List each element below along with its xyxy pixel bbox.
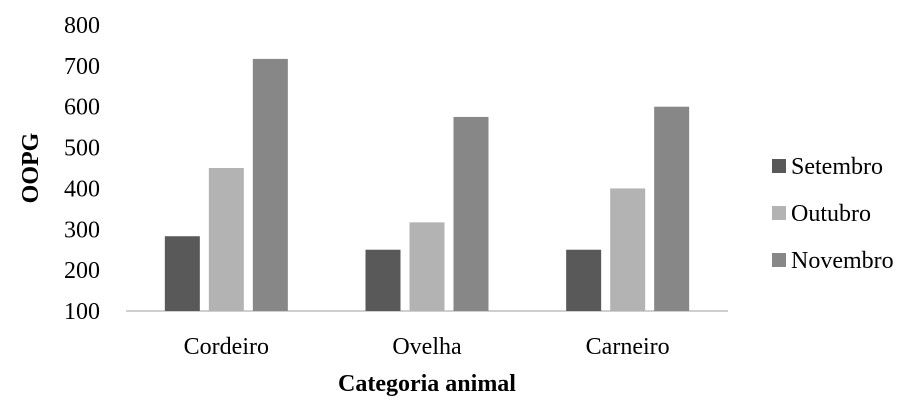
y-axis-title: OOPG [18,132,44,203]
bar-setembro-carneiro [566,249,602,311]
legend-label-outubro: Outubro [791,201,871,227]
bar-outubro-carneiro [610,188,646,311]
legend-swatch-outubro [772,206,786,220]
y-tick-label: 400 [64,176,100,202]
bar-novembro-carneiro [654,106,690,311]
bar-setembro-cordeiro [164,236,200,311]
bar-setembro-ovelha [365,249,401,311]
bar-outubro-cordeiro [208,168,244,311]
y-axis-ticks: 100 200 300 400 500 600 700 800 [64,13,100,325]
legend: Setembro Outubro Novembro [772,154,894,274]
y-tick-label: 500 [64,136,100,162]
x-axis-title: Categoria animal [338,371,516,397]
x-axis-categories: Cordeiro Ovelha Carneiro [184,334,670,360]
x-tick-label: Cordeiro [184,334,269,360]
y-tick-label: 700 [64,54,100,80]
bars [164,58,690,311]
legend-swatch-setembro [772,159,786,173]
y-tick-label: 600 [64,95,100,121]
y-tick-label: 100 [64,299,100,325]
y-tick-label: 200 [64,258,100,284]
legend-label-novembro: Novembro [791,248,894,274]
x-tick-label: Carneiro [586,334,670,360]
y-tick-label: 300 [64,217,100,243]
bar-outubro-ovelha [409,222,445,311]
bar-novembro-cordeiro [252,58,288,311]
legend-label-setembro: Setembro [791,154,883,180]
x-tick-label: Ovelha [392,334,462,360]
bar-novembro-ovelha [453,116,489,311]
legend-swatch-novembro [772,253,786,267]
y-tick-label: 800 [64,13,100,39]
